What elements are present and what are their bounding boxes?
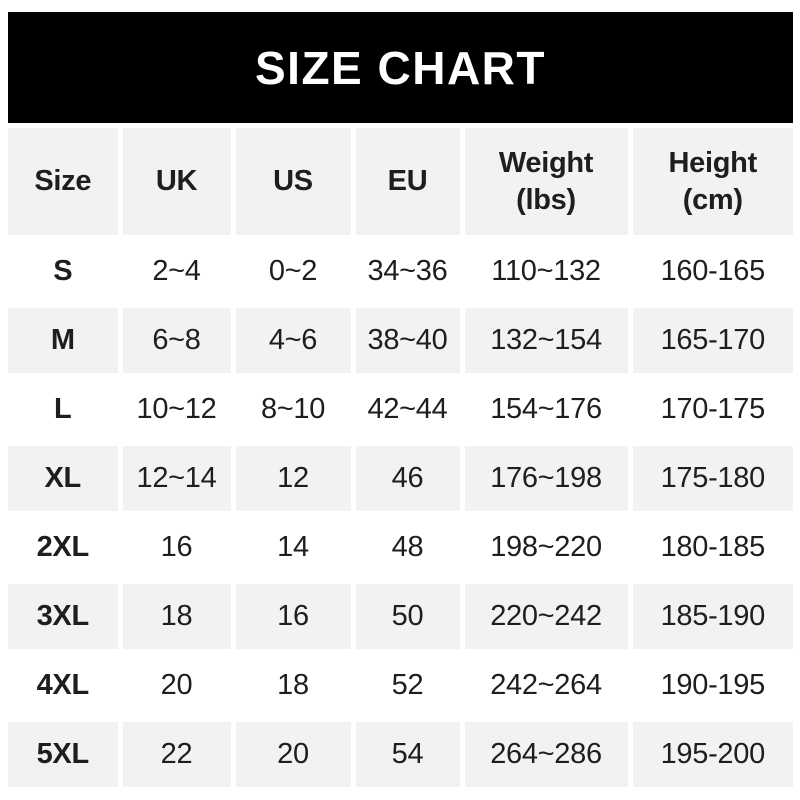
size-cell: 3XL	[8, 584, 118, 649]
header-cell-height: Height (cm)	[632, 128, 793, 235]
page-title: SIZE CHART	[255, 41, 546, 94]
title-banner: SIZE CHART	[8, 12, 793, 123]
weight-cell: 198~220	[464, 515, 628, 580]
uk-cell: 16	[122, 515, 231, 580]
height-cell: 170-175	[632, 377, 793, 442]
eu-cell: 34~36	[355, 239, 460, 304]
uk-cell: 12~14	[122, 446, 231, 511]
us-cell: 4~6	[235, 308, 351, 373]
size-cell: M	[8, 308, 118, 373]
height-cell: 160-165	[632, 239, 793, 304]
header-cell-weight: Weight (lbs)	[464, 128, 628, 235]
us-cell: 16	[235, 584, 351, 649]
table-row-s: S 2~4 0~2 34~36 110~132 160-165	[8, 239, 793, 304]
header-label: Height	[668, 146, 758, 179]
size-cell: 2XL	[8, 515, 118, 580]
header-label: Size	[34, 165, 92, 197]
height-cell: 180-185	[632, 515, 793, 580]
header-cell-uk: UK	[122, 128, 231, 235]
table-row-m: M 6~8 4~6 38~40 132~154 165-170	[8, 308, 793, 373]
us-cell: 0~2	[235, 239, 351, 304]
uk-cell: 18	[122, 584, 231, 649]
eu-cell: 42~44	[355, 377, 460, 442]
weight-cell: 154~176	[464, 377, 628, 442]
size-cell: XL	[8, 446, 118, 511]
eu-cell: 54	[355, 722, 460, 787]
height-cell: 185-190	[632, 584, 793, 649]
table-row-4xl: 4XL 20 18 52 242~264 190-195	[8, 653, 793, 718]
weight-cell: 132~154	[464, 308, 628, 373]
weight-cell: 220~242	[464, 584, 628, 649]
table-row-xl: XL 12~14 12 46 176~198 175-180	[8, 446, 793, 511]
us-cell: 14	[235, 515, 351, 580]
size-cell: L	[8, 377, 118, 442]
us-cell: 8~10	[235, 377, 351, 442]
eu-cell: 38~40	[355, 308, 460, 373]
table-row-2xl: 2XL 16 14 48 198~220 180-185	[8, 515, 793, 580]
size-table: Size UK US EU Weight (lbs) Height (cm)	[8, 128, 793, 787]
us-cell: 18	[235, 653, 351, 718]
header-cell-eu: EU	[355, 128, 460, 235]
height-cell: 175-180	[632, 446, 793, 511]
table-row-3xl: 3XL 18 16 50 220~242 185-190	[8, 584, 793, 649]
weight-cell: 176~198	[464, 446, 628, 511]
height-cell: 195-200	[632, 722, 793, 787]
size-cell: 5XL	[8, 722, 118, 787]
eu-cell: 46	[355, 446, 460, 511]
size-cell: 4XL	[8, 653, 118, 718]
uk-cell: 2~4	[122, 239, 231, 304]
size-cell: S	[8, 239, 118, 304]
weight-cell: 242~264	[464, 653, 628, 718]
table-row-5xl: 5XL 22 20 54 264~286 195-200	[8, 722, 793, 787]
us-cell: 20	[235, 722, 351, 787]
header-label: US	[273, 165, 313, 197]
uk-cell: 20	[122, 653, 231, 718]
eu-cell: 48	[355, 515, 460, 580]
uk-cell: 22	[122, 722, 231, 787]
eu-cell: 50	[355, 584, 460, 649]
header-label: Weight	[498, 146, 594, 179]
height-cell: 190-195	[632, 653, 793, 718]
height-cell: 165-170	[632, 308, 793, 373]
table-row-l: L 10~12 8~10 42~44 154~176 170-175	[8, 377, 793, 442]
us-cell: 12	[235, 446, 351, 511]
header-label: EU	[387, 165, 428, 197]
header-cell-size: Size	[8, 128, 118, 235]
weight-cell: 110~132	[464, 239, 628, 304]
header-cell-us: US	[235, 128, 351, 235]
uk-cell: 10~12	[122, 377, 231, 442]
header-sublabel: (lbs)	[516, 183, 576, 216]
uk-cell: 6~8	[122, 308, 231, 373]
header-label: UK	[155, 165, 198, 197]
header-sublabel: (cm)	[682, 183, 743, 216]
weight-cell: 264~286	[464, 722, 628, 787]
eu-cell: 52	[355, 653, 460, 718]
table-header-row: Size UK US EU Weight (lbs) Height (cm)	[8, 128, 793, 235]
